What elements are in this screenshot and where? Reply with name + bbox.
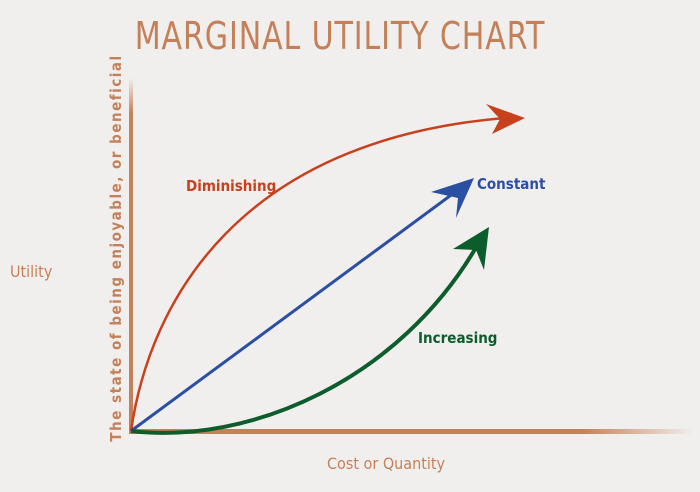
y-axis-description: The state of being enjoyable, or benefic…: [107, 54, 125, 442]
x-axis-label: Cost or Quantity: [326, 454, 446, 473]
arrowhead-icon: [431, 178, 474, 218]
y-axis-label: Utility: [10, 262, 53, 281]
constant-label: Constant: [477, 175, 546, 193]
y-axis: [129, 78, 133, 433]
increasing-curve: [130, 227, 489, 435]
arrowhead-icon: [486, 104, 525, 134]
chart-title: MARGINAL UTILITY CHART: [134, 14, 546, 58]
diminishing-label: Diminishing: [186, 177, 277, 195]
increasing-label: Increasing: [418, 329, 498, 347]
x-axis: [129, 429, 694, 434]
diminishing-curve: [129, 104, 525, 432]
constant-line: [130, 178, 474, 433]
arrowhead-icon: [453, 227, 489, 270]
